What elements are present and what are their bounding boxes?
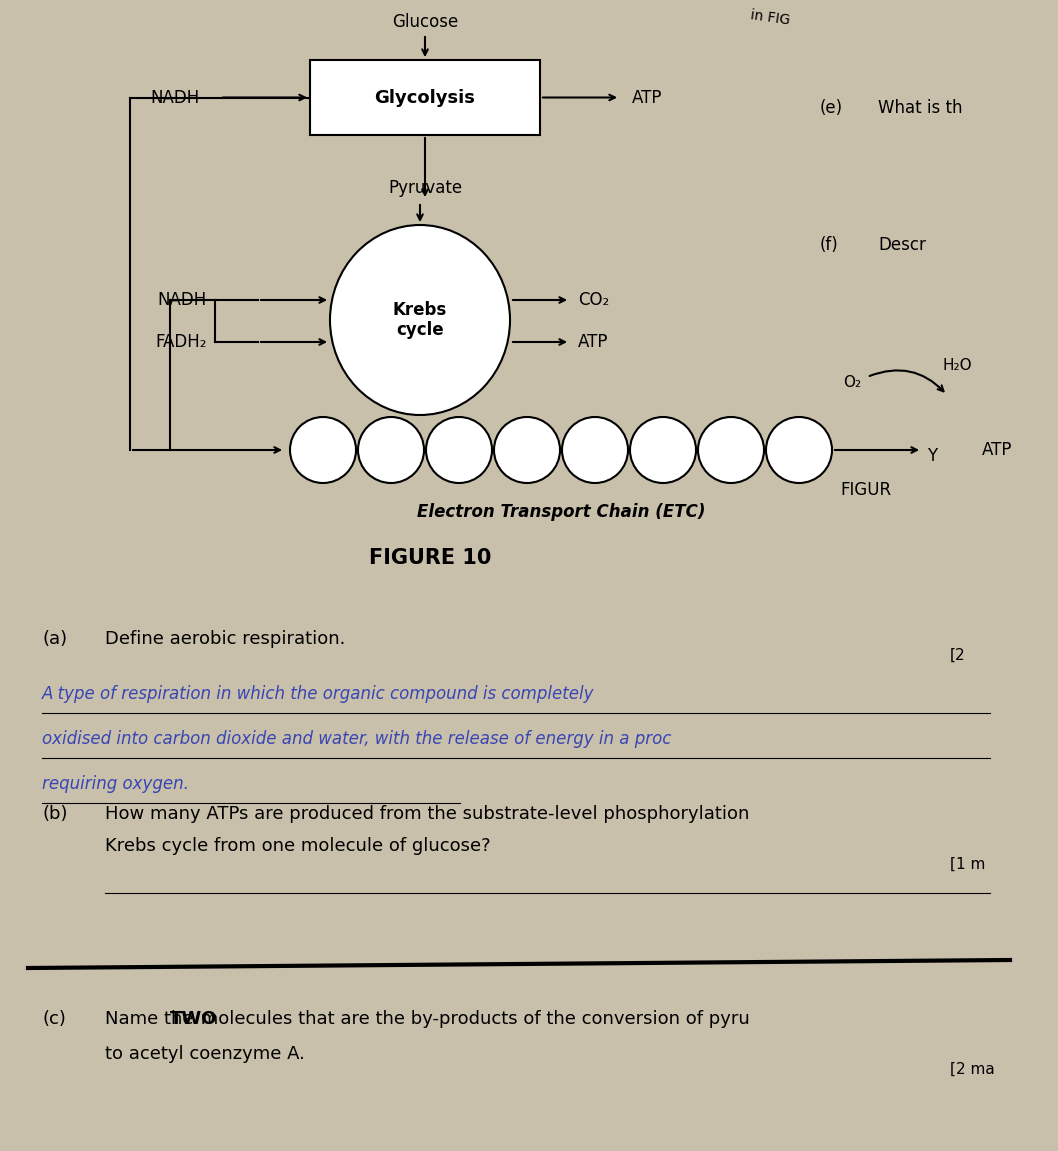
Text: What is th: What is th <box>878 99 963 117</box>
Text: [2 ma: [2 ma <box>950 1062 995 1077</box>
Text: (f): (f) <box>820 236 839 254</box>
Text: Pyruvate: Pyruvate <box>388 180 462 197</box>
Circle shape <box>698 417 764 483</box>
Text: NADH: NADH <box>158 291 207 308</box>
Text: (b): (b) <box>42 805 68 823</box>
Text: Descr: Descr <box>878 236 926 254</box>
Circle shape <box>494 417 560 483</box>
Text: ATP: ATP <box>578 333 608 351</box>
Text: Define aerobic respiration.: Define aerobic respiration. <box>105 630 345 648</box>
Text: in FIG: in FIG <box>750 8 791 28</box>
Text: Y: Y <box>927 447 937 465</box>
Bar <box>310 60 540 135</box>
Text: ATP: ATP <box>982 441 1013 459</box>
Text: [1 m: [1 m <box>950 857 985 872</box>
Text: oxidised into carbon dioxide and water, with the release of energy in a proc: oxidised into carbon dioxide and water, … <box>42 730 672 748</box>
Text: How many ATPs are produced from the substrate-level phosphorylation: How many ATPs are produced from the subs… <box>105 805 749 823</box>
Circle shape <box>562 417 628 483</box>
Circle shape <box>426 417 492 483</box>
Text: molecules that are the by-products of the conversion of pyru: molecules that are the by-products of th… <box>196 1009 750 1028</box>
Text: Krebs cycle from one molecule of glucose?: Krebs cycle from one molecule of glucose… <box>105 837 491 855</box>
Text: ATP: ATP <box>632 89 662 107</box>
Circle shape <box>358 417 424 483</box>
Text: NADH: NADH <box>150 89 200 107</box>
Text: FADH₂: FADH₂ <box>156 333 207 351</box>
Text: FIGUR: FIGUR <box>840 481 891 500</box>
Circle shape <box>290 417 355 483</box>
Circle shape <box>630 417 696 483</box>
Text: CO₂: CO₂ <box>578 291 609 308</box>
Text: Electron Transport Chain (ETC): Electron Transport Chain (ETC) <box>417 503 706 521</box>
Text: to acetyl coenzyme A.: to acetyl coenzyme A. <box>105 1045 305 1064</box>
Text: [2: [2 <box>950 648 966 663</box>
Text: A type of respiration in which the organic compound is completely: A type of respiration in which the organ… <box>42 685 595 703</box>
Text: Glycolysis: Glycolysis <box>375 89 475 107</box>
Text: requiring oxygen.: requiring oxygen. <box>42 775 189 793</box>
Text: (a): (a) <box>42 630 67 648</box>
Text: (e): (e) <box>820 99 843 117</box>
Text: FIGURE 10: FIGURE 10 <box>369 548 491 567</box>
Text: Krebs
cycle: Krebs cycle <box>393 300 448 340</box>
Text: H₂O: H₂O <box>943 358 972 373</box>
Circle shape <box>766 417 832 483</box>
Text: Glucose: Glucose <box>391 13 458 31</box>
Text: O₂: O₂ <box>843 374 861 389</box>
Text: Name the: Name the <box>105 1009 199 1028</box>
Ellipse shape <box>330 224 510 416</box>
Text: TWO: TWO <box>169 1009 217 1028</box>
Text: (c): (c) <box>42 1009 66 1028</box>
